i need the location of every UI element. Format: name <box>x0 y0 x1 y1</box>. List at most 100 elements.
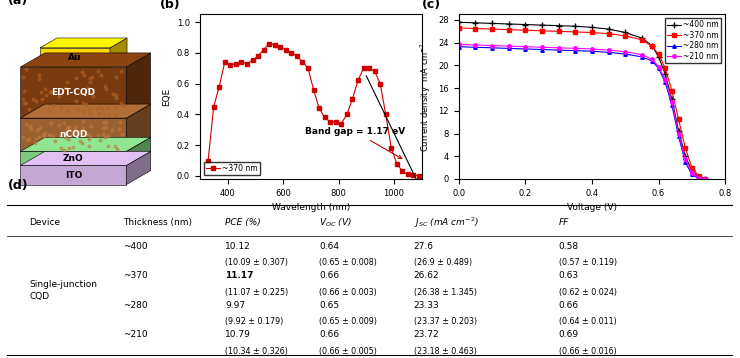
~210 nm <box>488 43 497 48</box>
Y-axis label: Current density  mA cm$^{-2}$: Current density mA cm$^{-2}$ <box>419 42 433 152</box>
~400 nm <box>661 72 670 76</box>
~370 nm <box>259 48 268 52</box>
Polygon shape <box>110 38 127 67</box>
~280 nm <box>654 66 663 71</box>
~370 nm <box>243 62 252 66</box>
Text: (10.34 ± 0.326): (10.34 ± 0.326) <box>225 347 288 356</box>
Text: 10.79: 10.79 <box>225 330 251 339</box>
~370 nm <box>343 112 352 116</box>
Text: 27.6: 27.6 <box>414 242 434 251</box>
~370 nm <box>521 28 530 32</box>
Text: (23.37 ± 0.203): (23.37 ± 0.203) <box>414 317 477 326</box>
~210 nm <box>654 64 663 69</box>
~370 nm <box>292 54 301 58</box>
~370 nm <box>309 88 318 92</box>
~370 nm <box>298 60 307 64</box>
~280 nm <box>505 46 514 50</box>
~280 nm <box>687 172 696 176</box>
Text: (0.57 ± 0.119): (0.57 ± 0.119) <box>559 258 616 267</box>
~400 nm <box>648 43 656 48</box>
Polygon shape <box>21 118 127 151</box>
Text: Thickness (nm): Thickness (nm) <box>124 218 192 227</box>
~370 nm <box>326 120 334 124</box>
~370 nm <box>215 84 223 89</box>
Polygon shape <box>21 67 127 118</box>
~400 nm <box>681 154 690 159</box>
~400 nm <box>588 25 596 29</box>
~400 nm <box>471 21 480 25</box>
Text: Single-junction
CQD: Single-junction CQD <box>29 280 97 301</box>
Text: 0.65: 0.65 <box>319 301 340 310</box>
~400 nm <box>537 23 546 27</box>
Text: (0.66 ± 0.005): (0.66 ± 0.005) <box>319 347 377 356</box>
~280 nm <box>604 50 613 54</box>
Polygon shape <box>127 137 151 165</box>
Text: 0.63: 0.63 <box>559 271 579 280</box>
Polygon shape <box>21 151 127 165</box>
Text: 0.69: 0.69 <box>559 330 579 339</box>
~370 nm <box>654 52 663 56</box>
~210 nm <box>505 44 514 48</box>
Text: ~280: ~280 <box>124 301 148 310</box>
X-axis label: Voltage (V): Voltage (V) <box>567 203 617 212</box>
~370 nm <box>376 81 385 86</box>
Legend: ~370 nm: ~370 nm <box>204 161 260 175</box>
~370 nm <box>637 38 647 42</box>
~400 nm <box>667 97 676 102</box>
Text: (26.9 ± 0.489): (26.9 ± 0.489) <box>414 258 471 267</box>
~370 nm <box>337 121 346 126</box>
Text: FF: FF <box>559 218 569 227</box>
~280 nm <box>454 44 463 49</box>
~280 nm <box>621 52 630 56</box>
Text: 9.97: 9.97 <box>225 301 245 310</box>
~370 nm <box>392 161 401 166</box>
Polygon shape <box>21 137 151 151</box>
~210 nm <box>471 43 480 47</box>
~370 nm <box>674 117 683 121</box>
~370 nm <box>387 146 396 150</box>
~210 nm <box>701 177 710 181</box>
~400 nm <box>654 55 663 59</box>
~280 nm <box>667 103 676 107</box>
~210 nm <box>454 42 463 47</box>
Line: ~370 nm: ~370 nm <box>457 26 707 181</box>
~370 nm <box>248 58 257 63</box>
Polygon shape <box>127 53 151 118</box>
~210 nm <box>521 44 530 49</box>
Text: EDT-CQD: EDT-CQD <box>51 88 95 97</box>
~400 nm <box>505 22 514 26</box>
Text: ~210: ~210 <box>124 330 148 339</box>
~370 nm <box>354 78 363 83</box>
~370 nm <box>204 158 212 163</box>
~370 nm <box>471 26 480 31</box>
~400 nm <box>687 168 696 173</box>
~210 nm <box>687 171 696 175</box>
~370 nm <box>667 89 676 93</box>
~280 nm <box>694 176 703 180</box>
~370 nm <box>571 30 580 34</box>
~370 nm <box>403 172 412 176</box>
~370 nm <box>588 30 596 35</box>
~280 nm <box>661 80 670 84</box>
Text: nCQD: nCQD <box>59 130 87 139</box>
Text: Device: Device <box>29 218 60 227</box>
~370 nm <box>209 105 218 109</box>
~370 nm <box>226 63 235 67</box>
Text: 23.72: 23.72 <box>414 330 439 339</box>
~370 nm <box>488 27 497 31</box>
Text: 0.66: 0.66 <box>319 330 340 339</box>
~370 nm <box>694 174 703 178</box>
~400 nm <box>454 20 463 24</box>
Text: (b): (b) <box>160 0 181 11</box>
Text: (d): (d) <box>7 179 28 192</box>
Text: (0.66 ± 0.003): (0.66 ± 0.003) <box>319 287 377 297</box>
~400 nm <box>488 21 497 25</box>
Polygon shape <box>21 151 151 165</box>
~370 nm <box>281 48 290 52</box>
~370 nm <box>398 169 407 174</box>
Text: Band gap = 1.17 eV: Band gap = 1.17 eV <box>306 127 406 159</box>
Polygon shape <box>127 151 151 185</box>
~280 nm <box>471 45 480 49</box>
Text: 0.66: 0.66 <box>319 271 340 280</box>
~370 nm <box>701 177 710 181</box>
